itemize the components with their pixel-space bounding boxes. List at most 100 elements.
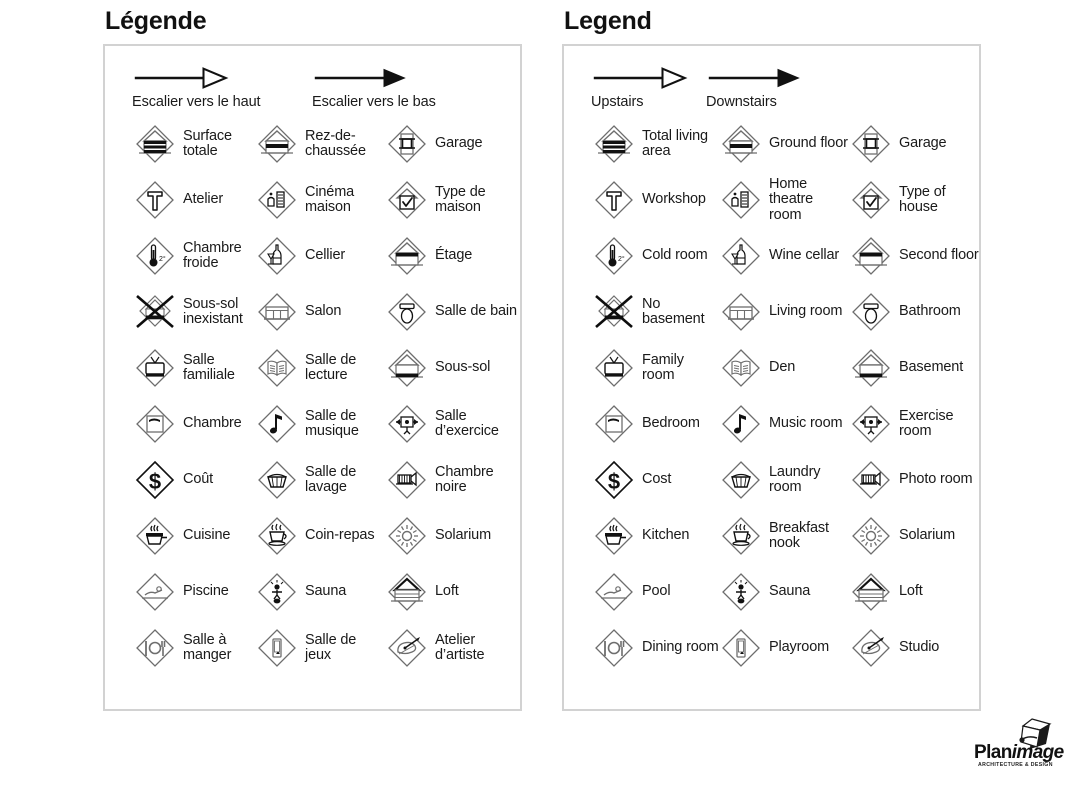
thermometer-cold-icon: 2° [133, 234, 177, 278]
legend-item: Salle familiale [105, 346, 255, 390]
house-basement-icon [849, 346, 893, 390]
legend-item: Rez-de-chaussée [255, 122, 385, 166]
legend-item: Salle de musique [255, 402, 385, 446]
legend-item: Bedroom [564, 402, 719, 446]
legend-item-label: Salon [305, 303, 342, 320]
coffee-cup-icon [719, 514, 763, 558]
legend-item-label: Loft [899, 583, 923, 600]
brand-tagline: ARCHITECTURE & DESIGN [978, 762, 1053, 768]
home-theatre-icon [719, 178, 763, 222]
legend-item: Coin-repas [255, 514, 385, 558]
laundry-basket-icon [255, 458, 299, 502]
legend-item-label: Surface totale [183, 127, 232, 159]
legend-item: Basement [849, 346, 979, 390]
legend-row: $ Coût Salle de lavage Chambre noire [105, 452, 520, 508]
house-ground-floor-icon [255, 122, 299, 166]
legend-row: Bedroom Music room Exercise room [564, 396, 979, 452]
legend-item-label: Salle de lecture [305, 351, 357, 383]
arrow-solid-right-icon [706, 65, 810, 93]
cooking-pot-icon [592, 514, 636, 558]
legend-item-label: Solarium [899, 527, 956, 544]
legend-row: 2° Cold room Wine cellar Second floor [564, 228, 979, 284]
svg-text:$: $ [608, 469, 620, 494]
legend-item: Sous-sol [385, 346, 520, 390]
garage-car-icon [849, 122, 893, 166]
legend-item: Loft [849, 570, 979, 614]
thermometer-cold-icon: 2° [592, 234, 636, 278]
legend-item-label: Cinéma maison [305, 183, 355, 215]
legend-item: Surface totale [105, 122, 255, 166]
legend-item-label: Salle de lavage [305, 463, 357, 495]
legend-item-label: Den [769, 359, 796, 376]
legend-item: Pool [564, 570, 719, 614]
legend-item: Garage [385, 122, 520, 166]
legend-item-label: Sous-sol inexistant [183, 295, 243, 327]
toilet-icon [849, 290, 893, 334]
legend-item: Kitchen [564, 514, 719, 558]
legend-item: Salle de jeux [255, 626, 385, 670]
legend-panel-english: Legend Upstairs Downstairs Total living a… [562, 0, 981, 711]
legend-item: 2° Chambre froide [105, 234, 255, 278]
legend-item: 2° Cold room [564, 234, 719, 278]
legend-item: Solarium [385, 514, 520, 558]
legend-item-label: Chambre noire [435, 463, 494, 495]
legend-item-label: Salle à manger [183, 631, 232, 663]
cutlery-plate-icon [133, 626, 177, 670]
legend-item: Cinéma maison [255, 178, 385, 222]
playroom-icon [255, 626, 299, 670]
legend-item-label: Playroom [769, 639, 830, 656]
arrow-solid-right-icon [312, 65, 436, 93]
dollar-sign-icon: $ [133, 458, 177, 502]
television-icon [592, 346, 636, 390]
legend-item: No basement [564, 290, 719, 334]
legend-item: Family room [564, 346, 719, 390]
stairs-label: Upstairs [591, 94, 644, 110]
music-note-icon [255, 402, 299, 446]
legend-panel-body-english: Upstairs Downstairs Total living area Grou… [562, 44, 981, 711]
legend-item: Cuisine [105, 514, 255, 558]
stairs-row-french: Escalier vers le haut Escalier vers le ba… [105, 46, 520, 110]
legend-item-label: Dining room [642, 639, 719, 656]
legend-item-label: Music room [769, 415, 843, 432]
legend-item: Salle de bain [385, 290, 520, 334]
legend-item: Den [719, 346, 849, 390]
legend-item-label: Chambre froide [183, 239, 242, 271]
music-note-icon [719, 402, 763, 446]
legend-row: Pool Sauna Loft [564, 564, 979, 620]
legend-item-label: Sauna [305, 583, 347, 600]
coffee-cup-icon [255, 514, 299, 558]
legend-item: Salle de lavage [255, 458, 385, 502]
legend-item-label: Bedroom [642, 415, 700, 432]
page-title-english: Legend [564, 7, 652, 35]
playroom-icon [719, 626, 763, 670]
legend-item-label: Kitchen [642, 527, 690, 544]
legend-row: Salle à manger Salle de jeux Atelier d’art… [105, 620, 520, 676]
legend-item: Chambre noire [385, 458, 520, 502]
svg-text:2°: 2° [618, 255, 625, 263]
legend-item: Playroom [719, 626, 849, 670]
legend-row: Total living area Ground floor Garage [564, 116, 979, 172]
legend-item-label: Piscine [183, 583, 229, 600]
dumbbell-icon [849, 402, 893, 446]
legend-item-label: Type of house [899, 183, 946, 215]
cooking-pot-icon [133, 514, 177, 558]
house-total-area-icon [592, 122, 636, 166]
cutlery-plate-icon [592, 626, 636, 670]
legend-item: Sauna [255, 570, 385, 614]
legend-item-label: Salle de jeux [305, 631, 357, 663]
open-book-icon [255, 346, 299, 390]
svg-text:2°: 2° [159, 255, 166, 263]
home-theatre-icon [255, 178, 299, 222]
legend-item-label: Sauna [769, 583, 811, 600]
dumbbell-icon [385, 402, 429, 446]
legend-item-label: Loft [435, 583, 459, 600]
legend-item: Type de maison [385, 178, 520, 222]
page-title-french: Légende [105, 7, 207, 35]
legend-row: Dining room Playroom Studio [564, 620, 979, 676]
legend-item: Bathroom [849, 290, 979, 334]
legend-row: Salle familiale Salle de lecture Sous-sol [105, 340, 520, 396]
legend-item: Atelier d’artiste [385, 626, 520, 670]
legend-item-label: Basement [899, 359, 964, 376]
no-basement-crossed-icon [592, 290, 636, 334]
legend-item-label: Solarium [435, 527, 492, 544]
